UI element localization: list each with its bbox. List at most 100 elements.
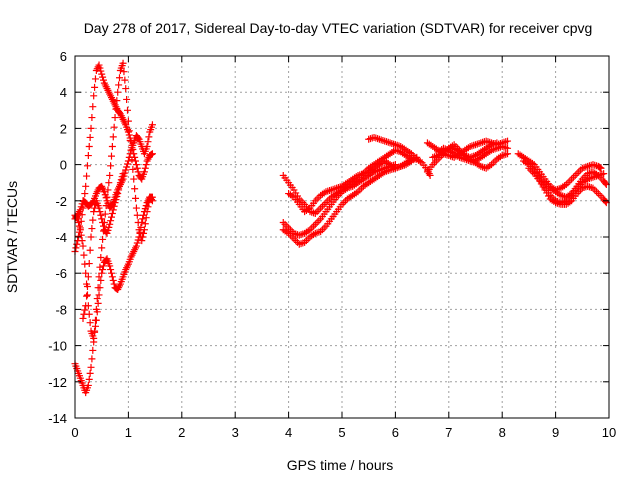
data-point [87, 124, 95, 132]
data-point [310, 222, 318, 230]
data-point [148, 150, 156, 158]
data-point [115, 81, 123, 89]
data-point [83, 291, 91, 299]
data-point [124, 117, 132, 125]
data-point [138, 237, 146, 245]
data-point [82, 182, 90, 190]
data-point [87, 233, 95, 241]
data-point [90, 208, 98, 216]
data-point [101, 210, 109, 218]
data-point [594, 190, 602, 198]
data-point [98, 269, 106, 277]
series-track-5 [79, 170, 127, 322]
data-point [584, 182, 592, 190]
data-point [106, 171, 114, 179]
data-point [99, 235, 107, 243]
data-point [482, 137, 490, 145]
data-point [134, 168, 142, 176]
data-point [475, 139, 483, 147]
data-point [294, 238, 301, 246]
chart-title: Day 278 of 2017, Sidereal Day-to-day VTE… [84, 20, 593, 36]
data-point [123, 95, 131, 103]
data-point [111, 114, 119, 122]
data-point [102, 202, 110, 210]
data-point [95, 204, 103, 212]
data-point [596, 164, 604, 172]
data-point [313, 195, 321, 203]
x-tick-label: 5 [338, 425, 345, 440]
data-point [73, 214, 81, 222]
data-point [313, 219, 321, 227]
data-point [99, 73, 107, 81]
data-point [322, 199, 330, 207]
data-point [111, 199, 119, 207]
data-point [297, 197, 305, 205]
data-point [126, 136, 134, 144]
data-point [124, 128, 132, 136]
data-point [124, 106, 132, 114]
data-point [477, 139, 485, 147]
data-point [140, 226, 148, 234]
data-point [141, 205, 149, 213]
data-point [92, 316, 100, 324]
data-point [601, 197, 609, 205]
data-point [124, 160, 132, 168]
data-point [102, 194, 110, 202]
data-point [86, 369, 94, 377]
data-point [525, 164, 533, 172]
data-point [85, 375, 93, 383]
data-point [99, 262, 107, 270]
data-point [142, 161, 150, 169]
data-point [117, 176, 125, 184]
data-point [366, 135, 374, 143]
y-tick-label: -2 [55, 194, 67, 209]
data-point [313, 208, 321, 216]
data-point [96, 284, 104, 292]
data-point [426, 171, 434, 179]
data-point [81, 306, 89, 314]
data-point [108, 143, 116, 150]
data-point [133, 239, 141, 247]
data-point [83, 162, 91, 170]
data-point [384, 138, 392, 146]
data-point [128, 141, 136, 149]
data-point [96, 208, 104, 216]
data-point [140, 208, 148, 216]
data-point [388, 139, 396, 147]
data-point [86, 319, 94, 327]
data-point [91, 83, 99, 91]
axis-ticks: 0 1 2 3 4 5 6 7 8 9 10 -14 -12 -10 -8 -6 -4 -2 0 2 4 6 [48, 49, 616, 440]
data-point [109, 276, 117, 284]
data-point [110, 202, 118, 210]
data-point [114, 190, 122, 198]
data-point [82, 302, 90, 310]
data-point [143, 143, 151, 150]
data-point [132, 157, 140, 165]
data-point [89, 103, 97, 111]
data-point [72, 244, 80, 252]
data-point [77, 231, 85, 239]
data-point [473, 140, 481, 148]
data-point [96, 64, 104, 72]
data-point [140, 168, 148, 176]
data-point [119, 59, 127, 67]
data-point [107, 213, 115, 221]
data-point [115, 186, 123, 194]
y-tick-label: -10 [48, 339, 67, 354]
data-point [601, 179, 609, 187]
data-point [113, 97, 121, 105]
data-point [317, 204, 325, 212]
data-point [86, 246, 94, 254]
data-point [84, 273, 92, 281]
data-point [84, 152, 92, 160]
data-point [104, 186, 112, 194]
series-track-9 [285, 155, 415, 216]
data-point [78, 211, 86, 219]
data-point [106, 262, 114, 270]
data-point [134, 134, 142, 142]
data-point [584, 162, 592, 170]
data-point [315, 217, 323, 225]
data-point [132, 161, 140, 169]
data-point [134, 236, 142, 244]
